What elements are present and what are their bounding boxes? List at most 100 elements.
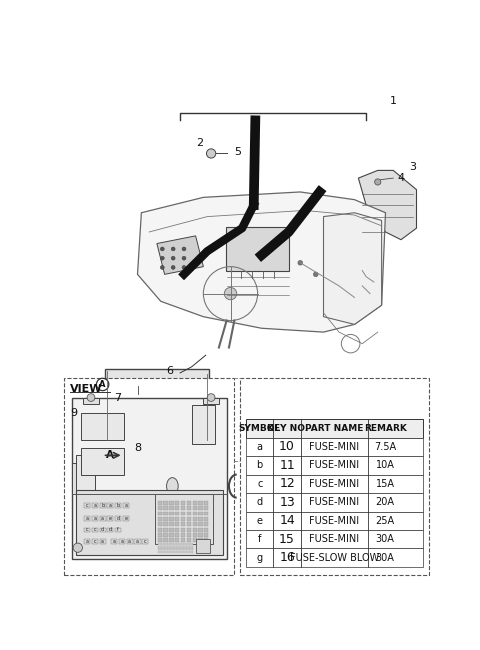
Bar	[119, 540, 125, 544]
FancyBboxPatch shape	[226, 227, 289, 271]
Bar	[204, 500, 208, 504]
Text: a: a	[257, 442, 263, 452]
Text: e: e	[109, 516, 112, 521]
Text: 20A: 20A	[376, 497, 395, 507]
Circle shape	[196, 448, 203, 454]
Bar	[175, 500, 180, 504]
Circle shape	[73, 543, 83, 552]
Text: FUSE-MINI: FUSE-MINI	[309, 534, 360, 544]
Bar	[178, 402, 195, 413]
Text: d: d	[109, 528, 112, 532]
Bar	[157, 512, 162, 515]
Bar	[113, 402, 130, 413]
Bar	[178, 419, 195, 430]
Polygon shape	[137, 192, 385, 332]
Bar	[198, 523, 203, 526]
Polygon shape	[359, 170, 417, 240]
Text: e: e	[257, 515, 263, 526]
Bar	[246, 493, 423, 512]
Bar	[204, 506, 208, 510]
Text: a: a	[120, 539, 123, 544]
Text: a: a	[94, 516, 96, 521]
Bar	[196, 540, 210, 553]
Bar	[169, 533, 174, 537]
Bar	[246, 512, 423, 530]
Text: FUSE-MINI: FUSE-MINI	[309, 515, 360, 526]
Circle shape	[160, 265, 164, 269]
Circle shape	[160, 247, 164, 251]
Text: 7: 7	[115, 393, 122, 402]
Bar	[111, 540, 117, 544]
Bar	[84, 528, 90, 532]
Bar	[115, 516, 121, 521]
Text: a: a	[85, 516, 89, 521]
Bar	[175, 512, 180, 515]
Bar	[246, 456, 423, 474]
Text: 2: 2	[196, 138, 203, 148]
FancyBboxPatch shape	[72, 398, 227, 559]
Bar	[134, 385, 152, 396]
Text: c: c	[94, 528, 96, 532]
Text: 4: 4	[397, 173, 404, 183]
Bar	[198, 538, 203, 542]
Bar	[134, 419, 152, 430]
Bar	[204, 538, 208, 542]
Bar	[192, 533, 197, 537]
Bar	[192, 517, 197, 521]
Bar	[169, 528, 174, 532]
Bar	[156, 385, 173, 396]
Polygon shape	[157, 236, 204, 274]
Circle shape	[182, 247, 186, 251]
Bar	[156, 402, 173, 413]
Text: SYMBOL: SYMBOL	[239, 424, 281, 433]
Bar	[187, 517, 191, 521]
Bar	[246, 474, 423, 493]
Bar	[187, 533, 191, 537]
Text: a: a	[124, 503, 127, 508]
Bar	[169, 512, 174, 515]
FancyBboxPatch shape	[81, 413, 123, 440]
Ellipse shape	[167, 478, 178, 495]
Bar	[157, 506, 162, 510]
Bar	[204, 512, 208, 515]
Bar	[134, 540, 141, 544]
Bar	[115, 528, 121, 532]
Circle shape	[171, 247, 175, 251]
Circle shape	[298, 261, 302, 265]
Text: c: c	[86, 528, 88, 532]
Text: KEY NO.: KEY NO.	[266, 424, 308, 433]
Bar	[198, 517, 203, 521]
Circle shape	[87, 394, 95, 402]
Circle shape	[149, 444, 157, 452]
FancyBboxPatch shape	[156, 494, 214, 544]
Text: a: a	[101, 539, 104, 544]
Text: REMARK: REMARK	[364, 424, 407, 433]
Bar	[127, 540, 133, 544]
Bar	[157, 538, 162, 542]
Bar	[192, 500, 197, 504]
Bar	[164, 500, 168, 504]
Text: a: a	[94, 503, 96, 508]
Bar	[187, 528, 191, 532]
Bar	[164, 512, 168, 515]
Circle shape	[182, 256, 186, 260]
Text: 15: 15	[279, 533, 295, 546]
Text: 8: 8	[134, 443, 141, 452]
FancyBboxPatch shape	[75, 455, 95, 490]
Bar	[156, 419, 173, 430]
Circle shape	[111, 448, 117, 454]
Text: c: c	[94, 539, 96, 544]
Text: c: c	[257, 479, 263, 489]
Text: b: b	[117, 503, 120, 508]
Circle shape	[207, 394, 215, 402]
Bar	[107, 528, 113, 532]
Text: PART NAME: PART NAME	[305, 424, 363, 433]
Circle shape	[224, 287, 237, 300]
Text: a: a	[136, 539, 139, 544]
Bar	[169, 500, 174, 504]
Bar	[84, 540, 90, 544]
Bar	[157, 546, 192, 548]
Text: FUSE-MINI: FUSE-MINI	[309, 460, 360, 471]
Bar	[192, 512, 197, 515]
FancyBboxPatch shape	[240, 378, 429, 575]
